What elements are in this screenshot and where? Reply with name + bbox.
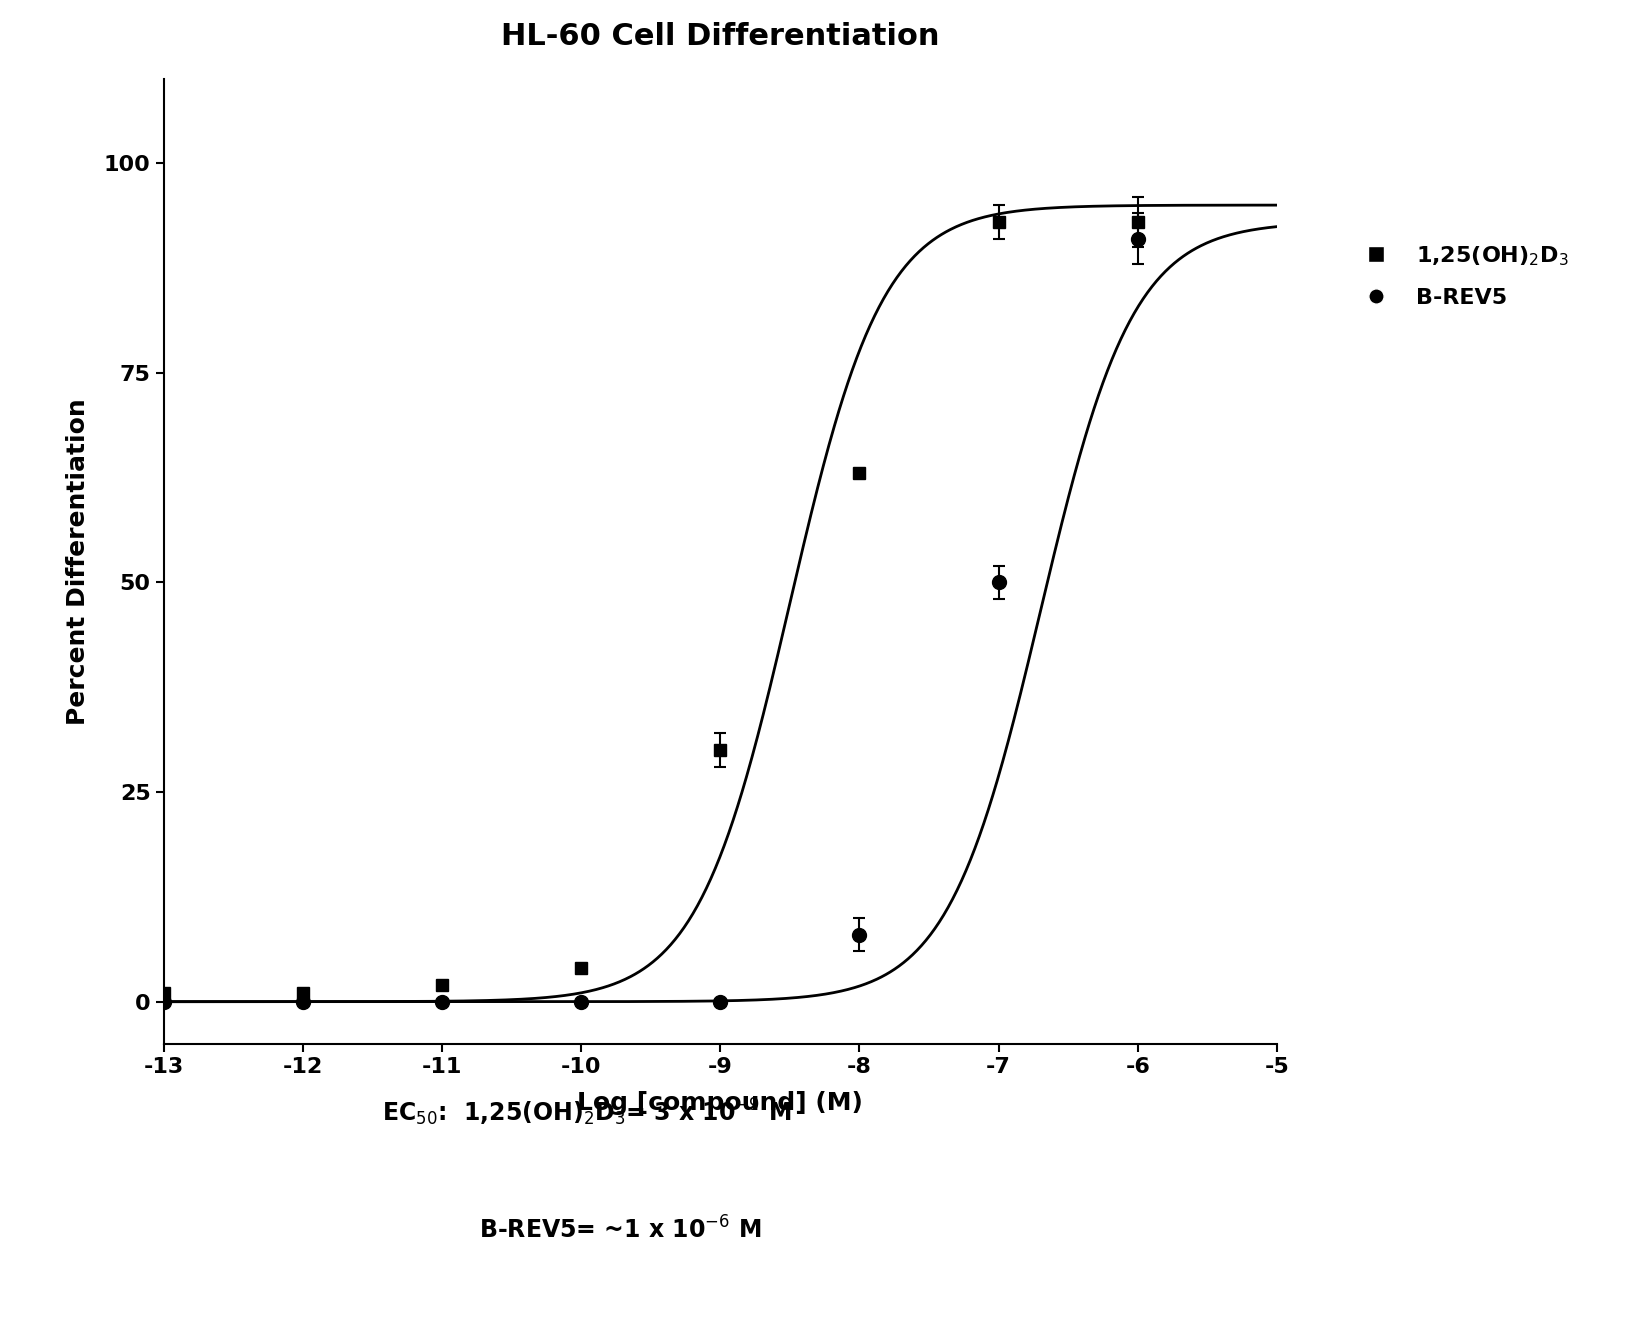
Y-axis label: Percent Differentiation: Percent Differentiation bbox=[65, 398, 90, 724]
Legend: 1,25(OH)$_2$D$_3$, B-REV5: 1,25(OH)$_2$D$_3$, B-REV5 bbox=[1344, 235, 1578, 316]
Title: HL-60 Cell Differentiation: HL-60 Cell Differentiation bbox=[501, 21, 940, 50]
X-axis label: Log [compound] (M): Log [compound] (M) bbox=[578, 1091, 863, 1114]
Text: B-REV5= ~1 x 10$^{-6}$ M: B-REV5= ~1 x 10$^{-6}$ M bbox=[480, 1216, 761, 1243]
Text: EC$_{50}$:  1,25(OH)$_2$D$_3$= 3 x 10$^{-9}$ M: EC$_{50}$: 1,25(OH)$_2$D$_3$= 3 x 10$^{-… bbox=[381, 1097, 791, 1128]
